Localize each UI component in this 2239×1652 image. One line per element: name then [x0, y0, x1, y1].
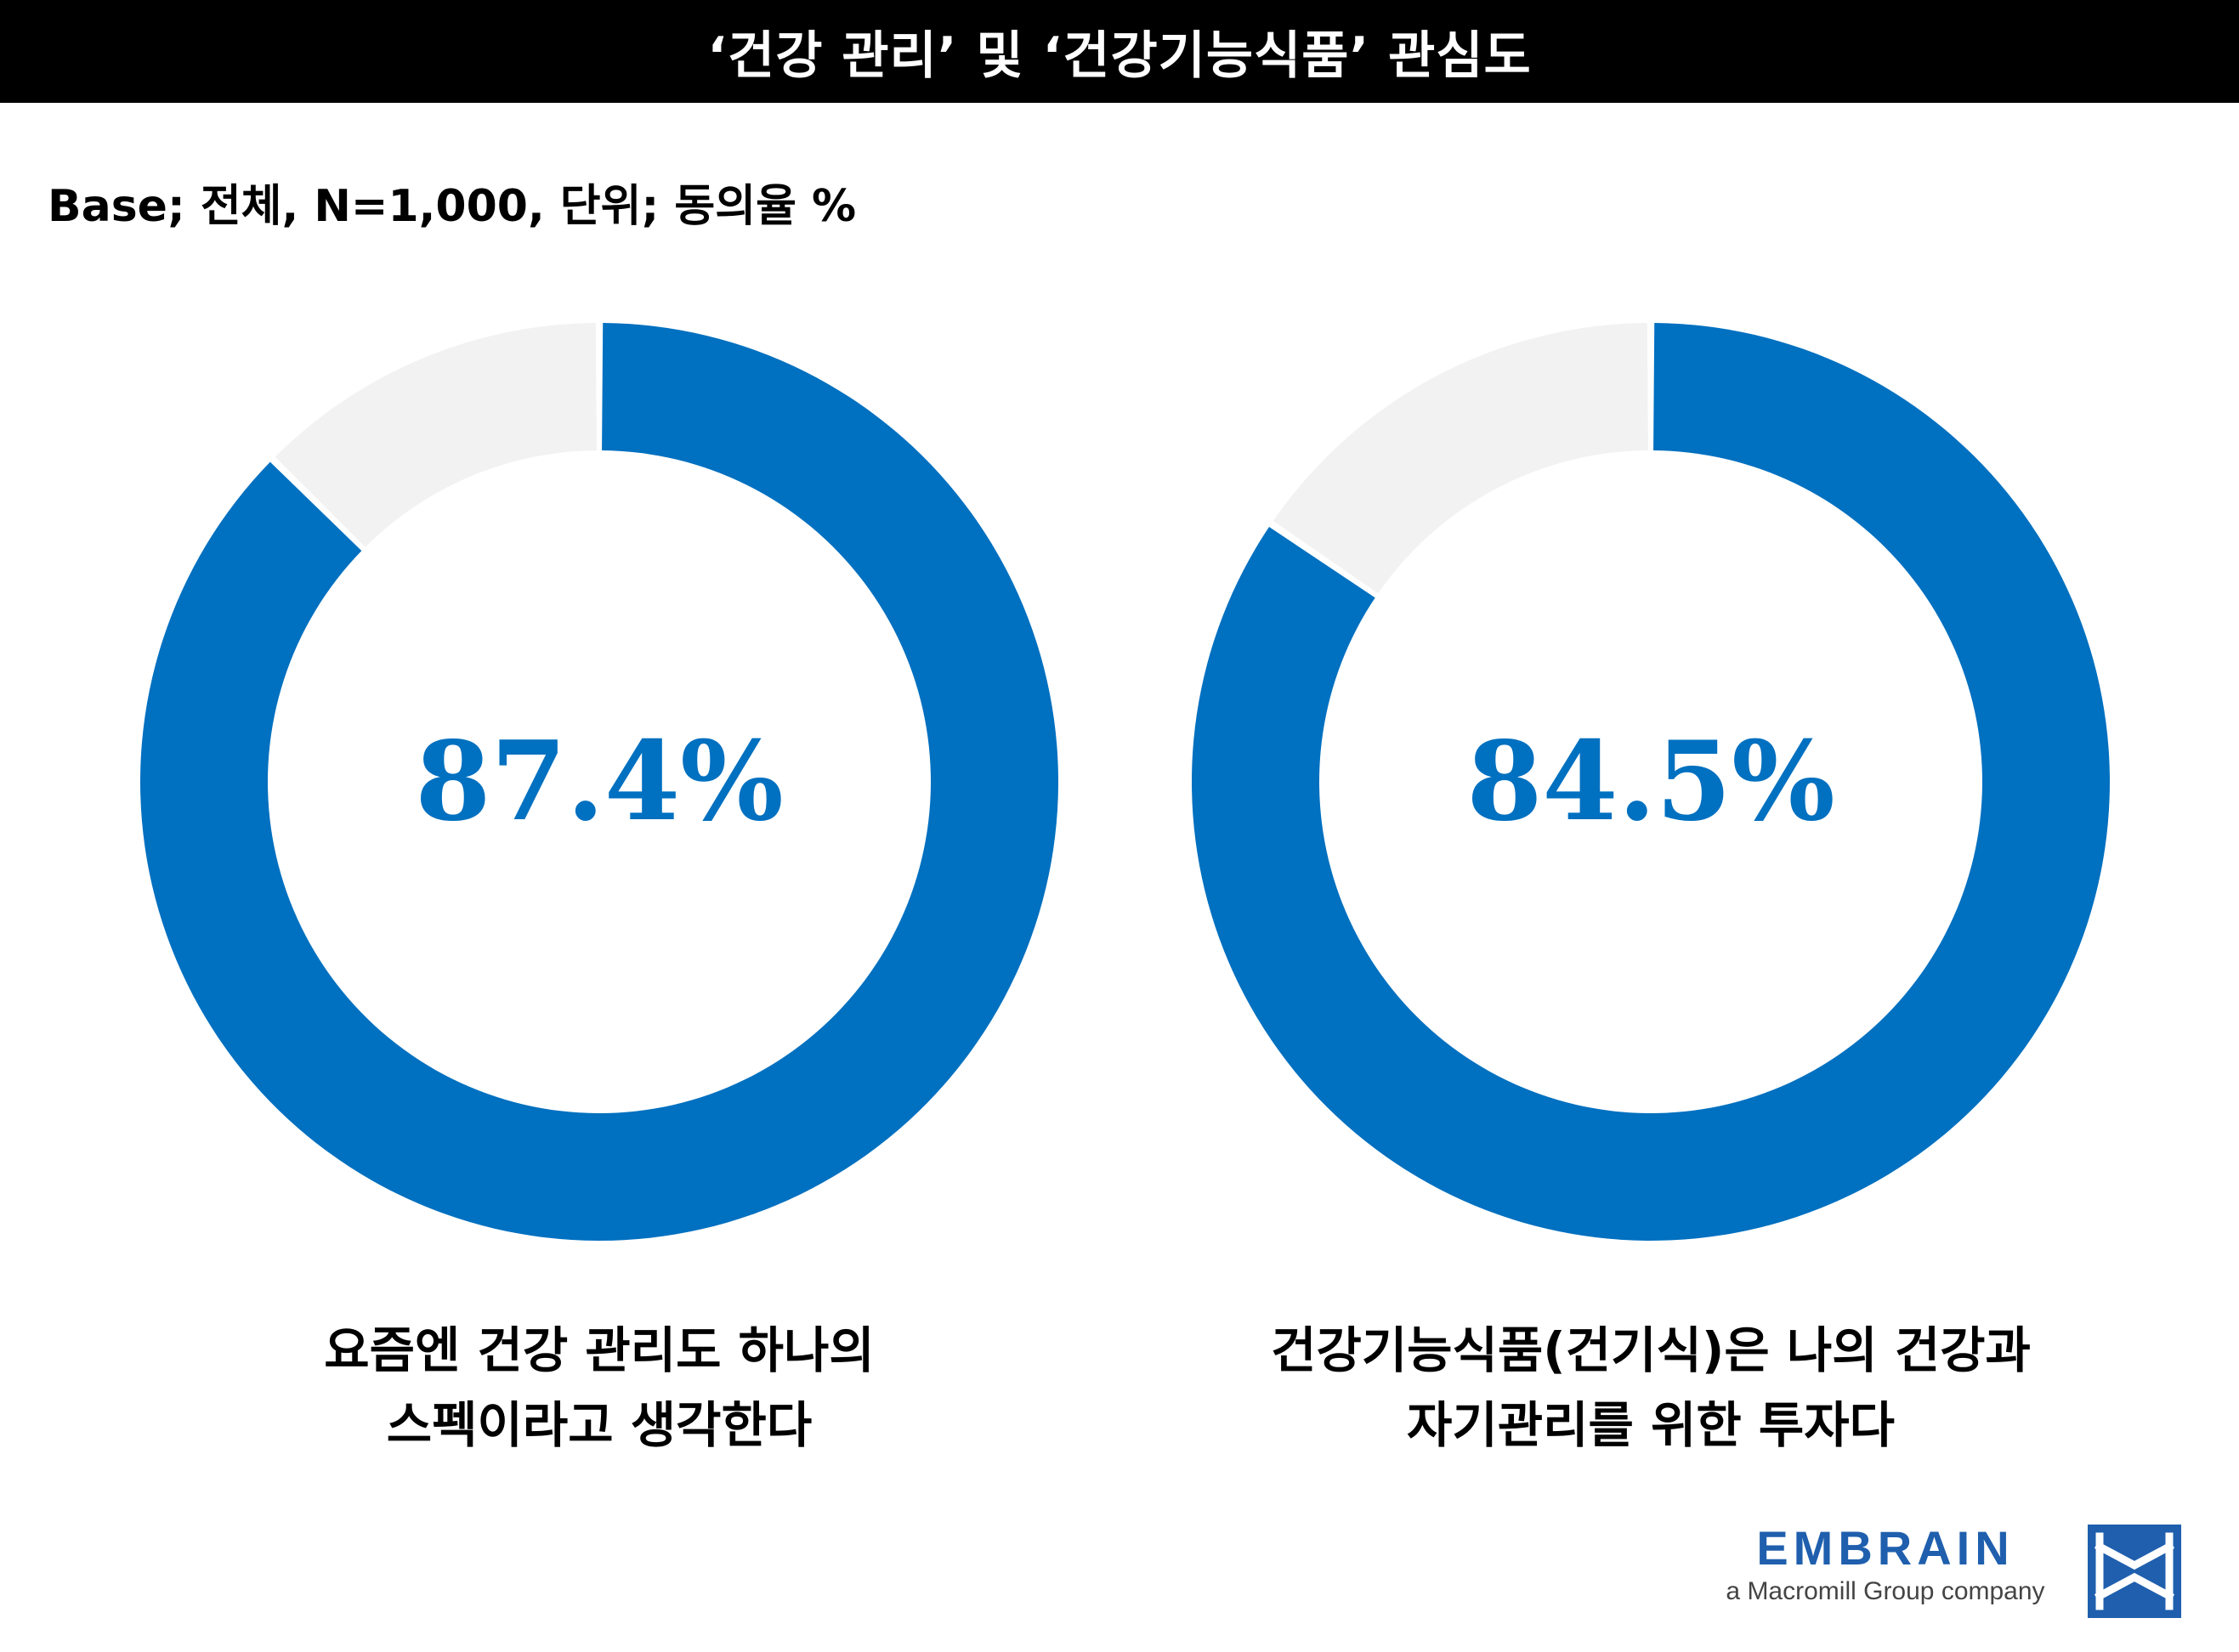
embrain-logo-icon — [2088, 1525, 2181, 1618]
title-bar: ‘건강 관리’ 및 ‘건강기능식품’ 관심도 — [0, 0, 2239, 103]
donut-chart-1: 87.4% — [140, 323, 1058, 1241]
logo-tagline: a Macromill Group company — [1726, 1577, 2045, 1605]
logo-wordmark: EMBRAIN — [1756, 1521, 2015, 1575]
donut-2-value: 84.5% — [1466, 718, 1835, 846]
donut-chart-2: 84.5% — [1192, 323, 2110, 1241]
donut-2-caption-line-2: 자기관리를 위한 투자다 — [1407, 1396, 1895, 1454]
base-note: Base; 전체, N=1,000, 단위; 동의율 % — [48, 181, 857, 232]
donut-2-caption-line-1: 건강기능식품(건기식)은 나의 건강과 — [1271, 1321, 2031, 1379]
embrain-logo: EMBRAIN a Macromill Group company — [1707, 1521, 2191, 1623]
donut-2-slice-rest — [1273, 323, 1648, 594]
donut-1-value: 87.4% — [415, 718, 784, 846]
donut-1-caption: 요즘엔 건강 관리도 하나의 스펙이라고 생각한다 — [89, 1313, 1109, 1462]
chart-title: ‘건강 관리’ 및 ‘건강기능식품’ 관심도 — [707, 26, 1532, 86]
donut-svg-2 — [1192, 323, 2110, 1241]
donut-1-caption-line-1: 요즘엔 건강 관리도 하나의 — [324, 1321, 875, 1379]
donut-2-caption: 건강기능식품(건기식)은 나의 건강과 자기관리를 위한 투자다 — [1141, 1313, 2161, 1462]
donut-svg-1 — [140, 323, 1058, 1241]
donut-1-slice-rest — [275, 323, 597, 547]
donut-1-caption-line-2: 스펙이라고 생각한다 — [386, 1396, 813, 1454]
